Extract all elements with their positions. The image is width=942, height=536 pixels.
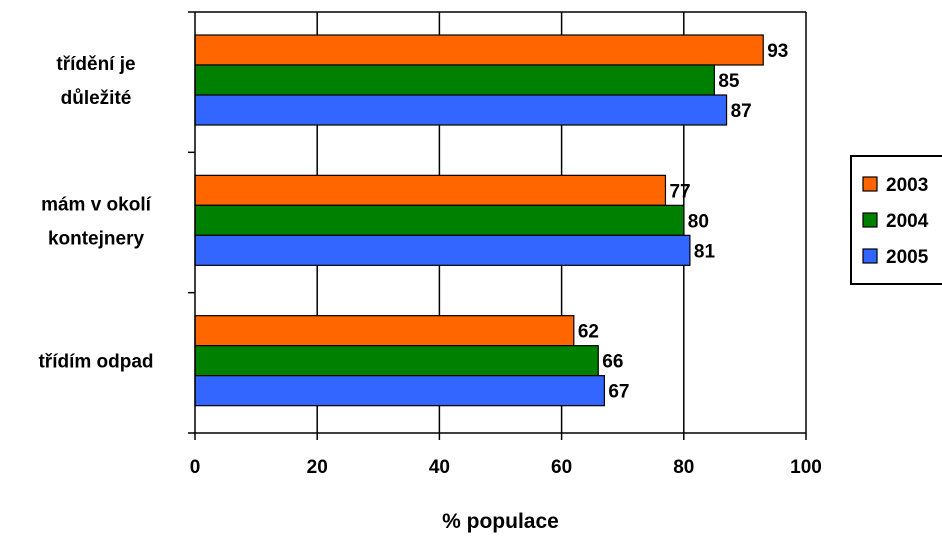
- data-label-2005-cat0: 87: [731, 101, 752, 122]
- bar-2005-cat0: [194, 94, 728, 126]
- data-label-2003-cat2: 62: [578, 322, 599, 343]
- x-axis-title: % populace: [442, 510, 559, 533]
- bar-2004-cat2: [194, 345, 599, 377]
- category-label-1-1: kontejnery: [48, 228, 145, 249]
- bar-2005-cat2: [194, 375, 605, 407]
- category-label-2-0: třídím odpad: [38, 352, 153, 373]
- category-label-0-0: třídění je: [56, 54, 135, 75]
- data-label-2004-cat0: 85: [718, 71, 740, 92]
- data-label-2005-cat2: 67: [608, 382, 629, 403]
- bar-2004-cat1: [194, 204, 685, 236]
- data-label-2005-cat1: 81: [694, 241, 716, 262]
- data-label-2004-cat1: 80: [688, 211, 709, 232]
- x-tick-label-40: 40: [429, 457, 450, 478]
- bar-2003-cat1: [194, 174, 667, 206]
- legend-swatch-2004: [862, 212, 878, 228]
- legend-swatch-2003: [862, 176, 878, 192]
- data-label-2003-cat1: 77: [669, 181, 690, 202]
- bar-2003-cat2: [194, 315, 575, 347]
- data-label-2004-cat2: 66: [602, 352, 623, 373]
- legend-label-2003: 2003: [886, 175, 928, 196]
- x-tick-label-100: 100: [790, 457, 822, 478]
- legend-swatch-2005: [862, 248, 878, 264]
- bar-2005-cat1: [194, 234, 691, 266]
- x-tick-label-0: 0: [190, 457, 201, 478]
- x-tick-label-20: 20: [307, 457, 328, 478]
- category-label-1-0: mám v okolí: [41, 194, 152, 215]
- bar-2004-cat0: [194, 64, 715, 96]
- x-tick-label-60: 60: [551, 457, 572, 478]
- x-tick-label-80: 80: [673, 457, 694, 478]
- legend-label-2004: 2004: [886, 211, 929, 232]
- data-label-2003-cat0: 93: [767, 41, 788, 62]
- bar-2003-cat0: [194, 34, 764, 66]
- legend-label-2005: 2005: [886, 247, 929, 268]
- category-label-0-1: důležité: [61, 88, 132, 109]
